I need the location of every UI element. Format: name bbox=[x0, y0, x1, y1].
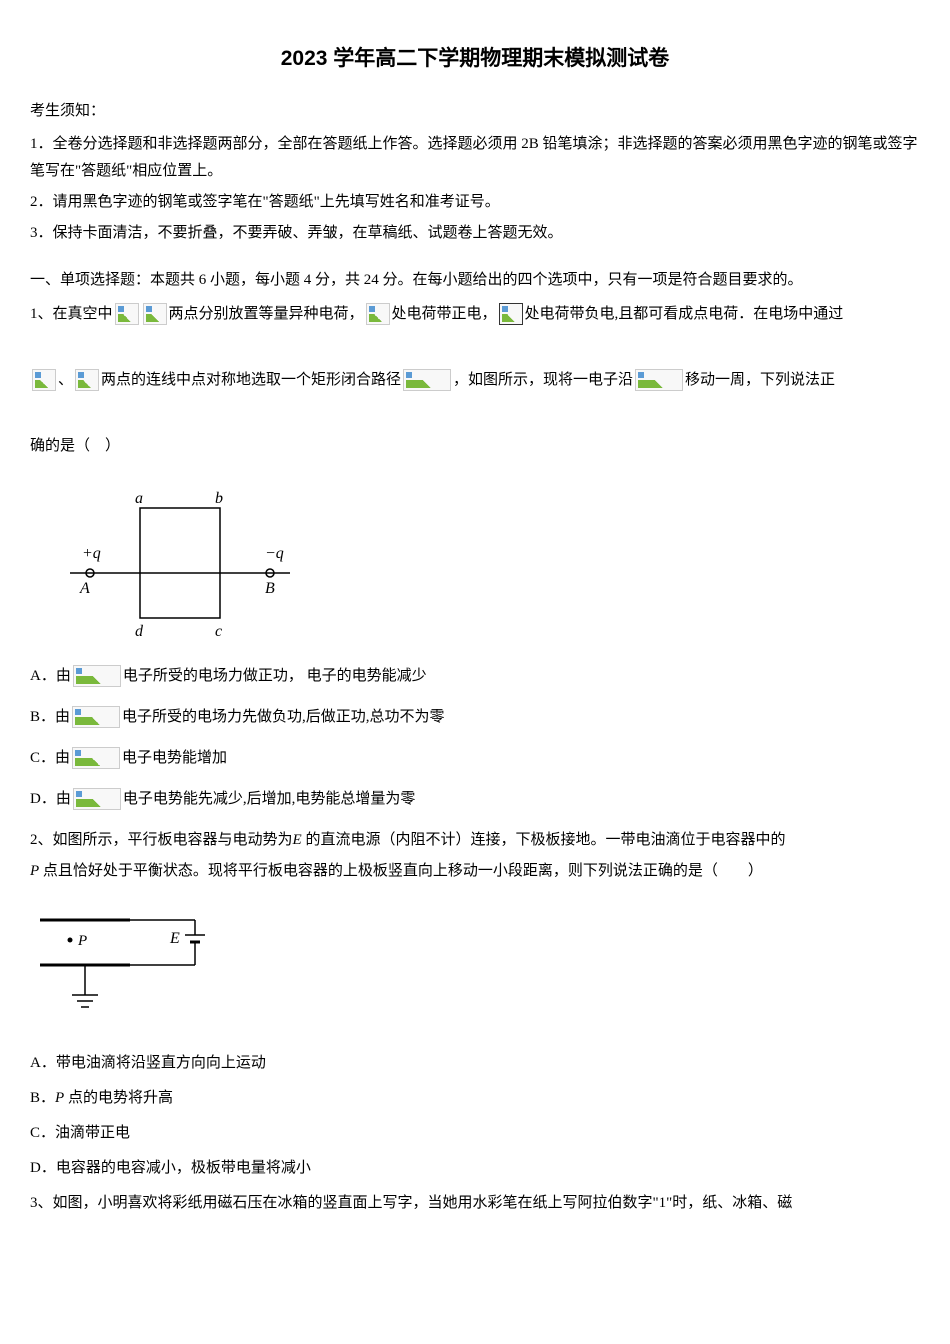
instruction-2: 2．请用黑色字迹的钢笔或签字笔在"答题纸"上先填写姓名和准考证号。 bbox=[30, 189, 920, 216]
q1-figure: +q −q A B a b c d bbox=[60, 478, 920, 648]
broken-image-icon bbox=[366, 303, 390, 325]
broken-image-icon bbox=[403, 369, 451, 391]
question-2: 2、如图所示，平行板电容器与电动势为E 的直流电源（内阻不计）连接，下极板接地。… bbox=[30, 827, 920, 1182]
broken-image-icon bbox=[73, 665, 121, 687]
question-3: 3、如图，小明喜欢将彩纸用磁石压在冰箱的竖直面上写字，当她用水彩笔在纸上写阿拉伯… bbox=[30, 1190, 920, 1217]
q2-P: P bbox=[30, 863, 39, 879]
q1-fig-label-plusq: +q bbox=[82, 545, 101, 562]
broken-image-icon bbox=[72, 747, 120, 769]
q2-opt-B-suffix: 点的电势将升高 bbox=[64, 1090, 173, 1106]
q1-text-part9: 确的是（ ） bbox=[30, 438, 120, 454]
q1-text-part1: 1、在真空中 bbox=[30, 306, 113, 322]
broken-image-icon bbox=[32, 369, 56, 391]
exam-title: 2023 学年高二下学期物理期末模拟测试卷 bbox=[30, 40, 920, 78]
q2-figure: P E bbox=[30, 900, 920, 1030]
section1-intro: 一、单项选择题：本题共 6 小题，每小题 4 分，共 24 分。在每小题给出的四… bbox=[30, 267, 920, 294]
q1-text: 1、在真空中 两点分别放置等量异种电荷， 处电荷带正电， 处电荷带负电,且都可看成点电… bbox=[30, 298, 920, 463]
q1-text-part6: 两点的连线中点对称地选取一个矩形闭合路径 bbox=[101, 372, 401, 388]
q1-text-part2: 两点分别放置等量异种电荷， bbox=[169, 306, 364, 322]
broken-image-icon bbox=[635, 369, 683, 391]
q1-fig-label-d: d bbox=[135, 623, 144, 638]
q2-text-part2: 的直流电源（内阻不计）连接，下极板接地。一带电油滴位于电容器中的 bbox=[302, 832, 786, 848]
q1-text-part3: 处电荷带正电， bbox=[392, 306, 497, 322]
instruction-1: 1．全卷分选择题和非选择题两部分，全部在答题纸上作答。选择题必须用 2B 铅笔填… bbox=[30, 131, 920, 185]
q2-text-part3: 点且恰好处于平衡状态。现将平行板电容器的上极板竖直向上移动一小段距离，则下列说法… bbox=[39, 863, 763, 879]
broken-image-icon bbox=[499, 303, 523, 325]
q2-E: E bbox=[293, 832, 302, 848]
q1-opt-B-prefix: B．由 bbox=[30, 704, 70, 731]
q1-opt-C-prefix: C．由 bbox=[30, 745, 70, 772]
q1-fig-label-b: b bbox=[215, 490, 223, 507]
instruction-3: 3．保持卡面清洁，不要折叠，不要弄破、弄皱，在草稿纸、试题卷上答题无效。 bbox=[30, 220, 920, 247]
broken-image-icon bbox=[115, 303, 139, 325]
broken-image-icon bbox=[72, 706, 120, 728]
q1-fig-label-A: A bbox=[79, 580, 90, 597]
q1-option-C: C．由 电子电势能增加 bbox=[30, 745, 920, 772]
q2-fig-label-P: P bbox=[77, 933, 87, 949]
q1-opt-A-prefix: A．由 bbox=[30, 663, 71, 690]
q2-text: 2、如图所示，平行板电容器与电动势为E 的直流电源（内阻不计）连接，下极板接地。… bbox=[30, 827, 920, 854]
q1-opt-D-suffix: 电子电势能先减少,后增加,电势能总增量为零 bbox=[123, 786, 416, 813]
q2-option-D: D．电容器的电容减小，极板带电量将减小 bbox=[30, 1155, 920, 1182]
q1-fig-label-c: c bbox=[215, 623, 222, 638]
q2-text-part1: 2、如图所示，平行板电容器与电动势为 bbox=[30, 832, 293, 848]
q2-opt-B-prefix: B． bbox=[30, 1090, 55, 1106]
q1-fig-label-B: B bbox=[265, 580, 275, 597]
q1-text-part8: 移动一周，下列说法正 bbox=[685, 372, 835, 388]
q1-option-B: B．由 电子所受的电场力先做负功,后做正功,总功不为零 bbox=[30, 704, 920, 731]
q1-opt-C-suffix: 电子电势能增加 bbox=[122, 745, 227, 772]
q2-option-B: B．P 点的电势将升高 bbox=[30, 1085, 920, 1112]
q1-opt-D-prefix: D．由 bbox=[30, 786, 71, 813]
q1-option-A: A．由 电子所受的电场力做正功， 电子的电势能减少 bbox=[30, 663, 920, 690]
instructions-header: 考生须知： bbox=[30, 98, 920, 125]
broken-image-icon bbox=[73, 788, 121, 810]
q3-text: 3、如图，小明喜欢将彩纸用磁石压在冰箱的竖直面上写字，当她用水彩笔在纸上写阿拉伯… bbox=[30, 1190, 920, 1217]
q2-opt-B-P: P bbox=[55, 1090, 64, 1106]
q1-option-D: D．由 电子电势能先减少,后增加,电势能总增量为零 bbox=[30, 786, 920, 813]
q2-text-line2: P 点且恰好处于平衡状态。现将平行板电容器的上极板竖直向上移动一小段距离，则下列… bbox=[30, 858, 920, 885]
q1-fig-label-a: a bbox=[135, 490, 143, 507]
q1-fig-label-minusq: −q bbox=[265, 545, 284, 562]
q2-option-A: A．带电油滴将沿竖直方向向上运动 bbox=[30, 1050, 920, 1077]
q1-text-part5: 、 bbox=[58, 372, 73, 388]
broken-image-icon bbox=[75, 369, 99, 391]
q1-text-part7: ，如图所示，现将一电子沿 bbox=[453, 372, 633, 388]
q1-opt-B-suffix: 电子所受的电场力先做负功,后做正功,总功不为零 bbox=[122, 704, 445, 731]
broken-image-icon bbox=[143, 303, 167, 325]
q1-opt-A-suffix: 电子所受的电场力做正功， 电子的电势能减少 bbox=[123, 663, 427, 690]
q1-text-part4: 处电荷带负电,且都可看成点电荷．在电场中通过 bbox=[525, 306, 844, 322]
question-1: 1、在真空中 两点分别放置等量异种电荷， 处电荷带正电， 处电荷带负电,且都可看成点电… bbox=[30, 298, 920, 813]
q2-option-C: C．油滴带正电 bbox=[30, 1120, 920, 1147]
q2-fig-label-E: E bbox=[169, 930, 180, 947]
